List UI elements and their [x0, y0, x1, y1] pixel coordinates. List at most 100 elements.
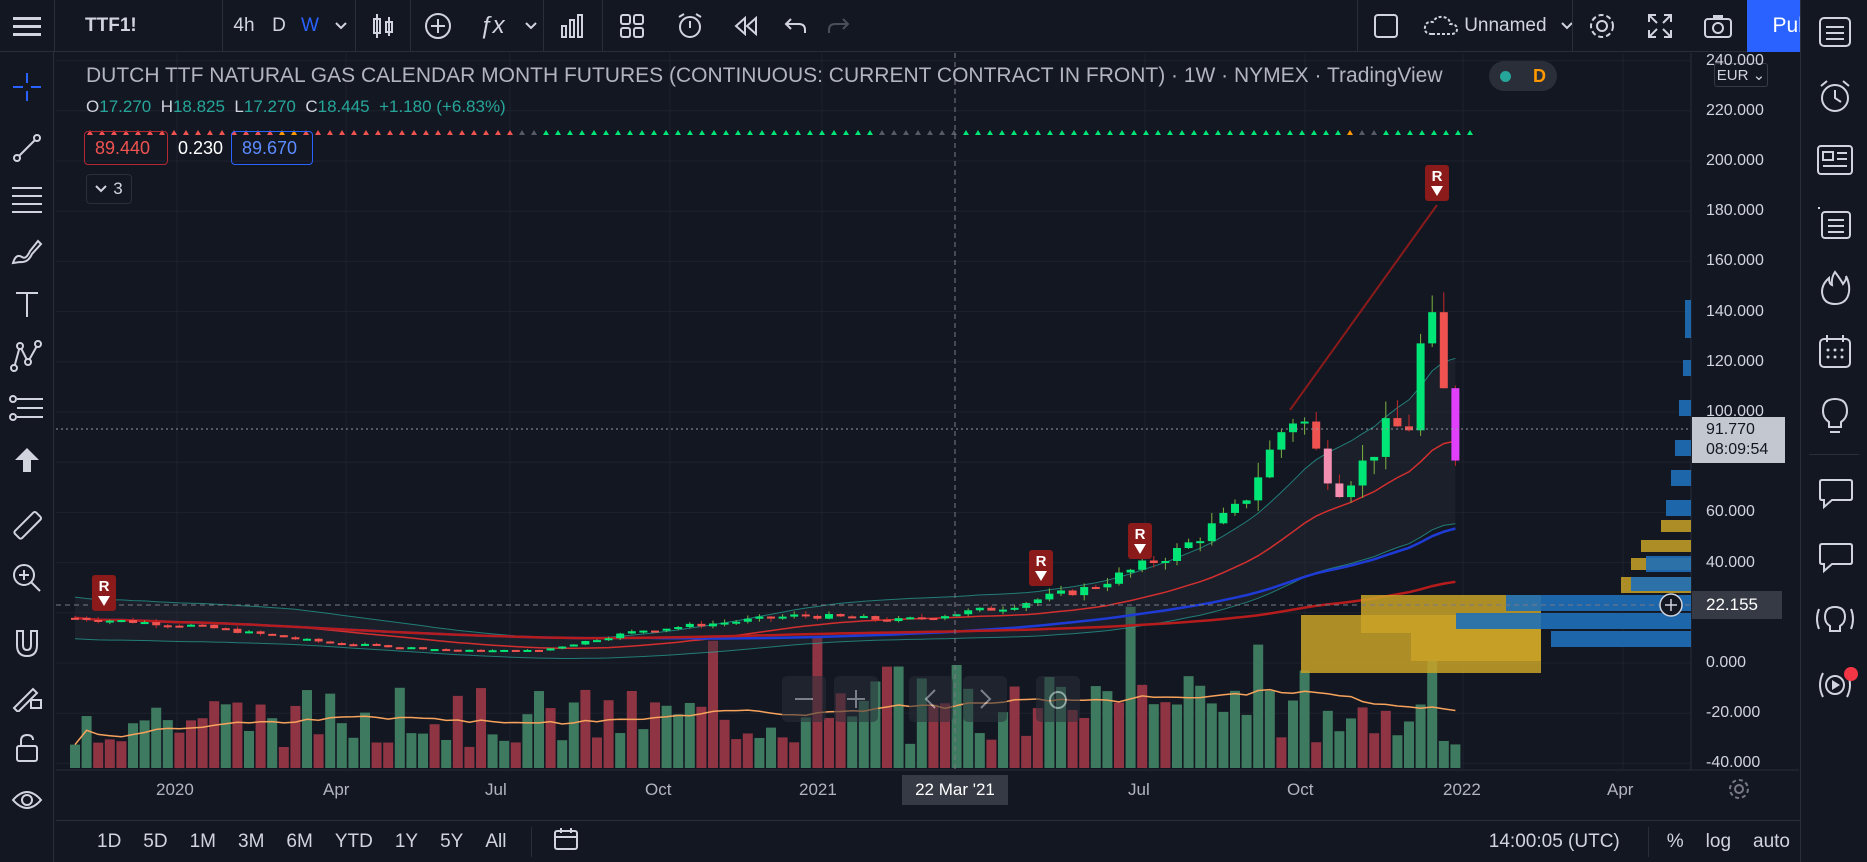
- volume-bar: [336, 723, 347, 768]
- add-alert-plus-icon[interactable]: [1656, 590, 1686, 620]
- signal-triangle: [1431, 130, 1437, 135]
- signal-triangle: [1131, 130, 1137, 135]
- patterns-icon[interactable]: [0, 330, 54, 382]
- interval-4h-button[interactable]: 4h: [233, 14, 255, 36]
- zoom-icon[interactable]: [0, 552, 54, 604]
- crosshair-icon[interactable]: [0, 52, 54, 122]
- chevron-down-icon[interactable]: [327, 0, 355, 52]
- interval-d-button[interactable]: D: [272, 14, 286, 36]
- signal-triangle: [735, 130, 741, 135]
- streams-icon[interactable]: [1801, 589, 1867, 653]
- templates-icon[interactable]: [603, 0, 661, 52]
- candle: [952, 614, 961, 617]
- candle: [836, 614, 845, 617]
- signal-triangle: [1227, 130, 1233, 135]
- candle: [453, 649, 462, 652]
- indicators-collapse-button[interactable]: 3: [86, 174, 132, 204]
- signal-triangle: [603, 130, 609, 135]
- replay-icon[interactable]: [719, 0, 773, 52]
- volume-bar: [963, 688, 974, 768]
- fullscreen-select-icon[interactable]: [1358, 0, 1414, 52]
- candle: [801, 614, 810, 617]
- text-icon[interactable]: [0, 278, 54, 330]
- axis-settings-gear-icon[interactable]: [1726, 776, 1754, 804]
- hotlists-flame-icon[interactable]: [1801, 256, 1867, 320]
- price-axis[interactable]: EUR ⌄ 240.000 220.000 200.000 180.000 160.00…: [1692, 52, 1799, 771]
- indicators-icon[interactable]: ƒx: [479, 11, 505, 39]
- volume-bar: [615, 733, 626, 768]
- financials-icon[interactable]: [544, 0, 602, 52]
- prediction-icon[interactable]: [0, 382, 54, 434]
- magnet-icon[interactable]: [0, 618, 54, 670]
- volume-bar: [916, 678, 927, 768]
- range-all-button[interactable]: All: [485, 830, 507, 852]
- price-chart[interactable]: R R R R: [56, 53, 1799, 810]
- signal-triangle: [855, 130, 861, 135]
- ohlc-values: O17.270 H18.825 L17.270 C18.445 +1.180 (…: [86, 97, 506, 116]
- news-icon[interactable]: [1801, 128, 1867, 192]
- signal-triangle: [1083, 130, 1089, 135]
- auto-scale-button[interactable]: auto: [1753, 830, 1790, 852]
- brush-icon[interactable]: [0, 226, 54, 278]
- currency-select[interactable]: EUR ⌄: [1714, 63, 1768, 87]
- range-ytd-button[interactable]: YTD: [334, 830, 373, 852]
- menu-icon[interactable]: [0, 0, 54, 52]
- range-1m-button[interactable]: 1M: [189, 830, 216, 852]
- volume-bar: [835, 693, 846, 768]
- candle: [709, 623, 717, 627]
- fullscreen-icon[interactable]: [1631, 0, 1689, 52]
- signal-triangle: [1143, 130, 1149, 135]
- range-3m-button[interactable]: 3M: [238, 830, 265, 852]
- alert-icon[interactable]: [661, 0, 719, 52]
- range-5d-button[interactable]: 5D: [143, 830, 168, 852]
- candles-icon[interactable]: [356, 0, 410, 52]
- chats-icon[interactable]: [1801, 461, 1867, 525]
- redo-icon[interactable]: [817, 0, 861, 52]
- percent-scale-button[interactable]: %: [1666, 830, 1684, 852]
- gear-icon[interactable]: [1573, 0, 1631, 52]
- alarm-clock-icon[interactable]: [1801, 64, 1867, 128]
- market-status-badge[interactable]: D: [1489, 61, 1557, 91]
- volume-bar: [684, 702, 695, 768]
- arrow-up-icon[interactable]: [0, 434, 54, 486]
- interval-w-button[interactable]: W: [301, 14, 319, 36]
- utc-clock[interactable]: 14:00:05 (UTC): [1488, 830, 1620, 852]
- symbol-search-button[interactable]: TTF1!: [85, 14, 137, 36]
- lock-drawing-icon[interactable]: [0, 670, 54, 722]
- range-1d-button[interactable]: 1D: [97, 830, 122, 852]
- add-compare-icon[interactable]: [411, 0, 465, 52]
- volume-bar: [940, 703, 950, 768]
- candle: [337, 643, 346, 646]
- indicators-chevron-icon[interactable]: [519, 0, 543, 52]
- ideas-lightbulb-icon[interactable]: [1801, 384, 1867, 448]
- signal-triangle: [627, 130, 633, 135]
- fib-retracement-icon[interactable]: [0, 174, 54, 226]
- price-tick-label: 120.000: [1706, 352, 1764, 370]
- candle: [152, 622, 161, 626]
- layout-name-button[interactable]: Unnamed: [1414, 0, 1572, 52]
- trend-line-icon[interactable]: [0, 122, 54, 174]
- candle: [523, 649, 532, 652]
- data-window-icon[interactable]: [1801, 192, 1867, 256]
- chart-legend-title[interactable]: DUTCH TTF NATURAL GAS CALENDAR MONTH FUT…: [86, 64, 1443, 88]
- range-5y-button[interactable]: 5Y: [440, 830, 464, 852]
- volume-bar: [499, 740, 510, 768]
- last-price-value: 91.770: [1706, 421, 1755, 438]
- log-scale-button[interactable]: log: [1705, 830, 1732, 852]
- calendar-icon[interactable]: [1801, 320, 1867, 384]
- signal-arrow: [1134, 544, 1146, 554]
- chart-nav-controls[interactable]: [782, 676, 1080, 722]
- camera-icon[interactable]: [1689, 0, 1747, 52]
- chat-icon[interactable]: [1801, 525, 1867, 589]
- undo-icon[interactable]: [773, 0, 817, 52]
- range-1y-button[interactable]: 1Y: [394, 830, 419, 852]
- watchlist-icon[interactable]: [1801, 0, 1867, 64]
- goto-date-icon[interactable]: [546, 827, 586, 856]
- candle: [117, 620, 126, 623]
- lock-icon[interactable]: [0, 722, 54, 774]
- range-6m-button[interactable]: 6M: [286, 830, 313, 852]
- eye-icon[interactable]: [0, 774, 54, 826]
- volume-profile-bar: [1411, 633, 1541, 661]
- notifications-play-icon[interactable]: [1801, 653, 1867, 717]
- ruler-icon[interactable]: [0, 500, 54, 552]
